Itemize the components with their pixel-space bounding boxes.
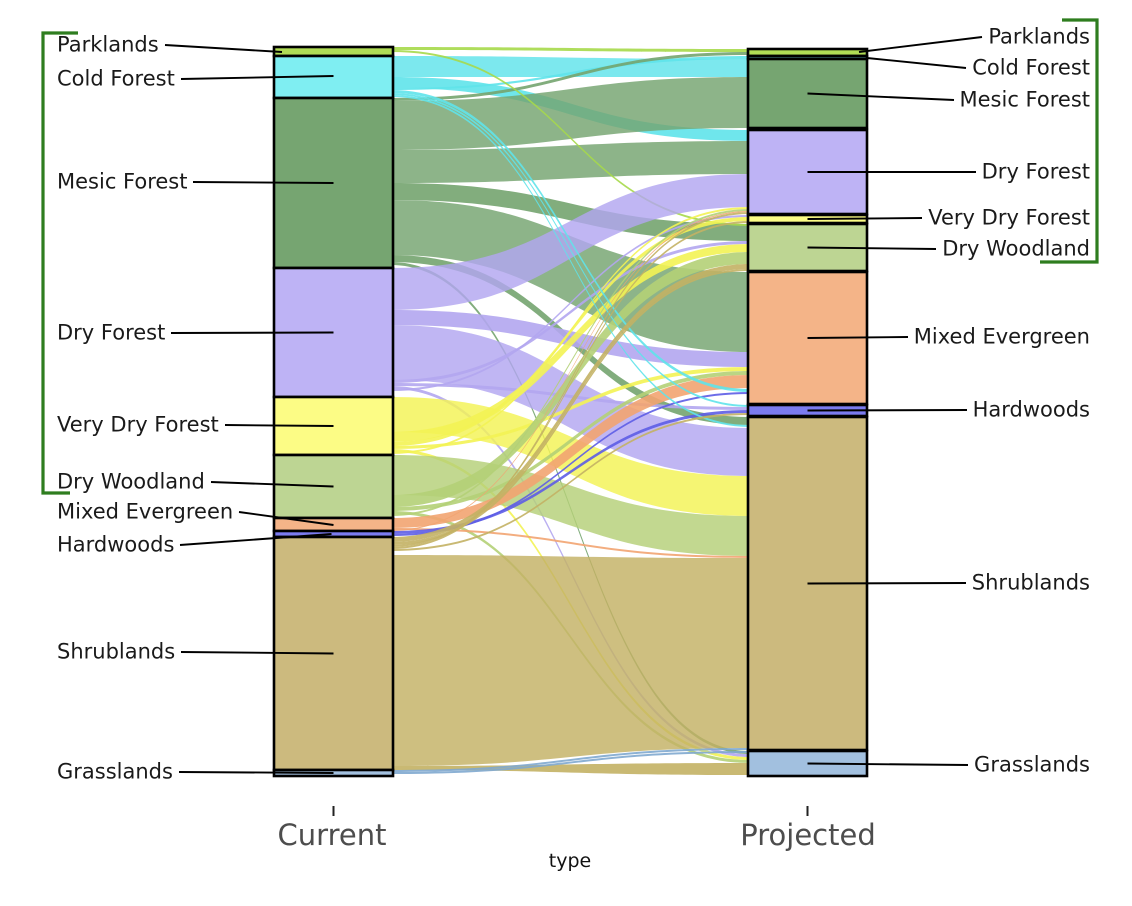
label-current-dry-forest: Dry Forest (57, 320, 166, 345)
label-projected-mesic-forest: Mesic Forest (959, 87, 1090, 112)
leader-current-parklands (164, 44, 283, 53)
leader-current-mesic-forest (192, 181, 334, 184)
leader-projected-dry-woodland (807, 246, 937, 250)
label-projected-parklands: Parklands (988, 24, 1090, 49)
leader-current-cold-forest (180, 75, 334, 80)
flow-ribbons (391, 47, 750, 775)
flow-mixed-evergreen-to-dry-forest (391, 211, 750, 531)
flow-dry-forest-to-dry-woodland (391, 241, 750, 383)
leader-projected-cold-forest (866, 57, 967, 69)
flow-shrublands-to-shrublands (391, 555, 750, 766)
leader-projected-grasslands (807, 762, 969, 766)
label-current-mesic-forest: Mesic Forest (57, 169, 188, 194)
forest-group-bracket-projected (1040, 18, 1099, 264)
label-current-shrublands: Shrublands (57, 639, 176, 664)
flow-mesic-forest-to-mixed-evergreen (391, 200, 750, 352)
flow-hardwoods-to-mixed-evergreen (391, 392, 750, 536)
leader-current-hardwoods (179, 533, 332, 546)
label-current-grasslands: Grasslands (57, 759, 173, 784)
flow-mixed-evergreen-to-mixed-evergreen (391, 375, 750, 528)
leader-current-shrublands (180, 651, 334, 655)
flow-very-dry-forest-to-dry-forest (391, 207, 750, 454)
flow-cold-forest-to-mixed-evergreen (391, 90, 750, 392)
label-projected-very-dry-forest: Very Dry Forest (928, 205, 1090, 230)
flow-shrublands-to-grasslands (391, 763, 750, 775)
leader-current-dry-woodland (210, 481, 334, 488)
leader-projected-parklands (858, 36, 983, 53)
flow-shrublands-to-hardwoods (391, 413, 750, 551)
flow-grasslands-to-shrublands (391, 748, 750, 772)
label-current-hardwoods: Hardwoods (57, 532, 175, 557)
flow-cold-forest-to-shrublands (391, 95, 750, 427)
leader-projected-mesic-forest (807, 92, 955, 101)
leader-current-very-dry-forest (224, 424, 334, 427)
flow-parklands-to-parklands (391, 47, 750, 52)
label-projected-dry-woodland: Dry Woodland (942, 236, 1090, 261)
label-current-very-dry-forest: Very Dry Forest (57, 412, 219, 437)
leader-projected-mixed-evergreen (807, 336, 909, 339)
label-projected-dry-forest: Dry Forest (981, 159, 1090, 184)
x-axis-label-current: Current (277, 818, 387, 852)
stratum-projected-mesic-forest (746, 57, 869, 130)
leader-current-grasslands (178, 771, 334, 774)
x-axis-title: type (548, 850, 592, 872)
flow-mesic-forest-to-dry-woodland (391, 183, 750, 241)
leader-lines (164, 36, 983, 774)
label-current-mixed-evergreen: Mixed Evergreen (57, 499, 234, 524)
label-projected-cold-forest: Cold Forest (972, 55, 1090, 80)
flow-shrublands-to-dry-woodland (391, 269, 750, 545)
flow-mixed-evergreen-to-shrublands (391, 528, 750, 558)
flow-very-dry-forest-to-dry-woodland (391, 244, 750, 442)
flow-cold-forest-to-cold-forest (391, 56, 750, 90)
label-projected-mixed-evergreen: Mixed Evergreen (913, 324, 1090, 349)
label-projected-shrublands: Shrublands (971, 570, 1090, 595)
flow-shrublands-to-dry-forest (391, 212, 750, 549)
flow-mesic-forest-to-parklands (391, 52, 750, 101)
flow-dry-woodland-to-dry-forest (391, 209, 750, 516)
flow-dry-forest-to-very-dry-forest (391, 215, 750, 391)
leader-projected-very-dry-forest (807, 217, 923, 220)
flow-shrublands-to-dry-woodland (391, 264, 750, 542)
label-projected-grasslands: Grasslands (974, 752, 1090, 777)
flow-dry-woodland-to-mixed-evergreen (391, 371, 750, 511)
flow-cold-forest-to-hardwoods (391, 93, 750, 407)
flow-grasslands-to-grasslands (391, 751, 750, 774)
flow-hardwoods-to-hardwoods (391, 410, 750, 534)
leader-projected-hardwoods (807, 409, 968, 412)
label-current-parklands: Parklands (57, 32, 159, 57)
x-axis-label-projected: Projected (740, 818, 876, 852)
leader-projected-shrublands (807, 582, 967, 585)
label-current-cold-forest: Cold Forest (57, 66, 175, 91)
label-projected-hardwoods: Hardwoods (972, 397, 1090, 422)
leader-current-dry-forest (170, 331, 334, 334)
flow-shrublands-to-very-dry-forest (391, 221, 750, 547)
leader-current-mixed-evergreen (238, 511, 334, 526)
stratum-current-parklands (272, 45, 395, 58)
flow-parklands-to-dry-woodland (391, 50, 750, 226)
flow-mesic-forest-to-dry-forest (391, 141, 750, 183)
flow-dry-forest-to-hardwoods (391, 383, 750, 410)
forest-group-bracket-current (41, 31, 78, 495)
label-current-dry-woodland: Dry Woodland (57, 469, 205, 494)
